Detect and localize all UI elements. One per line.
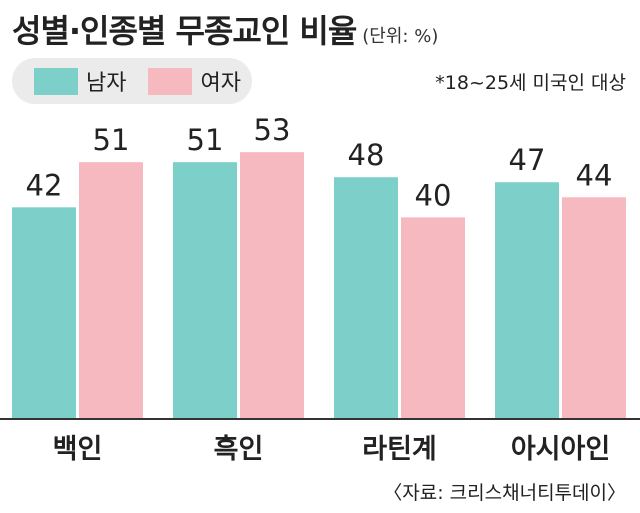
legend-item-male: 남자 xyxy=(34,65,126,97)
title-row: 성별·인종별 무종교인 비율 (단위: %) xyxy=(12,6,438,52)
data-label-female-4: 44 xyxy=(576,158,613,192)
bar-female-4 xyxy=(562,197,626,418)
category-label-4: 아시아인 xyxy=(511,434,610,465)
legend-swatch-male xyxy=(34,67,78,95)
data-label-male-1: 42 xyxy=(26,168,63,202)
category-label-1: 백인 xyxy=(53,434,103,465)
category-label-2: 흑인 xyxy=(214,434,264,465)
bar-female-1 xyxy=(79,162,143,418)
bar-male-1 xyxy=(12,207,76,418)
data-label-female-1: 51 xyxy=(93,123,130,157)
bar-female-3 xyxy=(401,217,465,418)
bar-male-2 xyxy=(173,162,237,418)
source-note: 〈자료: 크리스채너티투데이〉 xyxy=(383,482,626,504)
unit-note: (단위: %) xyxy=(362,26,439,47)
data-label-male-2: 51 xyxy=(187,123,224,157)
data-label-female-2: 53 xyxy=(254,113,291,147)
chart-title: 성별·인종별 무종교인 비율 xyxy=(12,12,357,50)
legend-label-male: 남자 xyxy=(86,71,127,96)
data-label-female-3: 40 xyxy=(415,178,452,212)
legend-swatch-female xyxy=(148,67,193,95)
legend-item-female: 여자 xyxy=(148,65,241,97)
bar-female-2 xyxy=(240,152,304,418)
bar-male-3 xyxy=(334,177,398,418)
bar-male-4 xyxy=(495,182,559,418)
category-label-3: 라틴계 xyxy=(362,434,437,465)
data-label-male-3: 48 xyxy=(348,138,385,172)
legend-label-female: 여자 xyxy=(200,71,241,96)
legend: 남자 여자 xyxy=(12,58,252,104)
population-note: *18~25세 미국인 대상 xyxy=(435,72,626,94)
data-label-male-4: 47 xyxy=(509,143,546,177)
